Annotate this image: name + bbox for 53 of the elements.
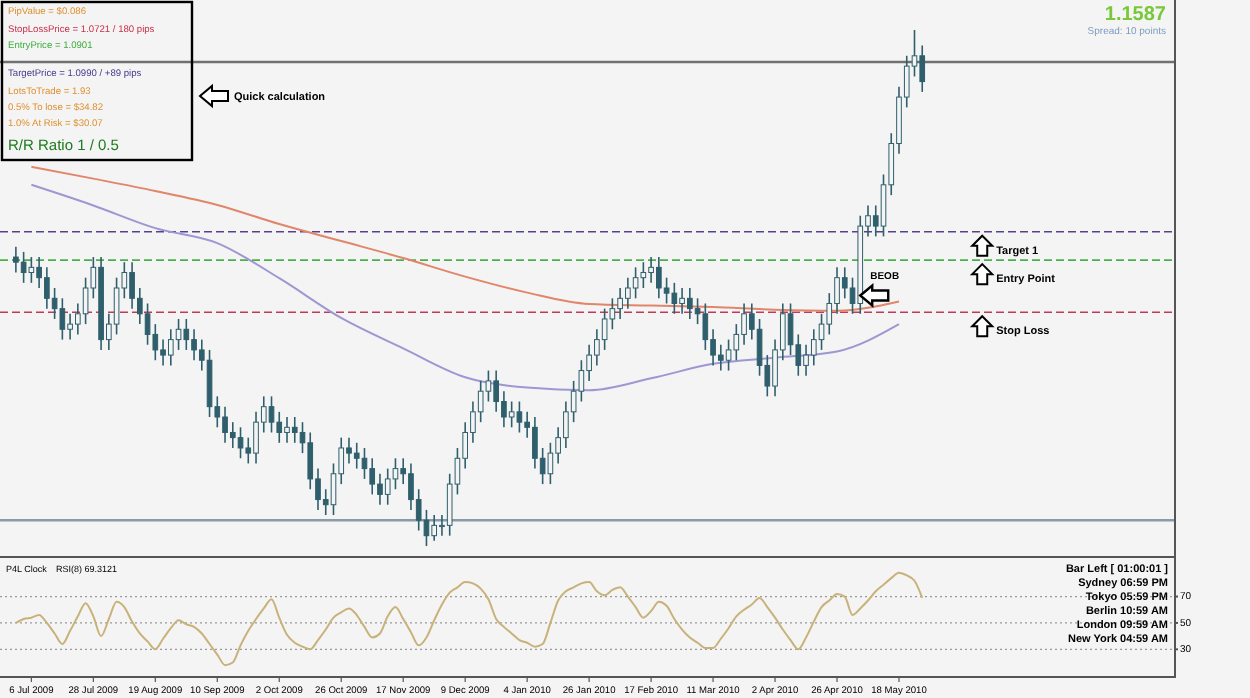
candlestick [508, 400, 515, 429]
candlestick [656, 256, 662, 300]
candlestick [369, 457, 376, 496]
candlestick [13, 245, 19, 274]
candlestick [44, 266, 50, 310]
candlestick [493, 369, 499, 413]
candlestick [113, 276, 120, 336]
candlestick [59, 297, 66, 341]
candlestick [803, 343, 809, 377]
candlestick [718, 343, 724, 372]
candlestick [183, 318, 190, 351]
candlestick [547, 442, 554, 485]
candlestick [67, 313, 73, 341]
candlestick [625, 276, 631, 310]
candlestick [175, 318, 182, 351]
candlestick [671, 282, 678, 315]
candlestick [648, 256, 654, 284]
candlestick [291, 416, 298, 444]
candlestick [276, 411, 283, 444]
candlestick [284, 416, 290, 444]
candlestick [617, 287, 623, 320]
line-series [14, 571, 924, 667]
candlestick [253, 411, 259, 465]
candlestick [377, 472, 383, 506]
candlestick [810, 328, 817, 367]
candlestick [129, 261, 135, 310]
candlestick [640, 261, 647, 289]
candlestick [725, 338, 732, 372]
candlestick [191, 328, 197, 362]
candlestick [268, 395, 275, 434]
candlestick [28, 256, 35, 284]
text: 1.1587 [1104, 4, 1167, 26]
candlestick [919, 44, 926, 93]
candlestick [144, 302, 151, 346]
candlestick [160, 338, 166, 367]
candlestick [222, 405, 228, 444]
candlestick [237, 426, 244, 460]
candlestick [516, 400, 523, 434]
candlestick [229, 421, 236, 449]
candlestick [353, 442, 360, 470]
candlestick [841, 266, 848, 300]
candlestick [601, 307, 608, 351]
candlestick [532, 416, 538, 470]
candlestick [702, 302, 709, 351]
candlestick [167, 328, 174, 367]
candlestick [20, 251, 27, 284]
candlestick [384, 467, 391, 506]
candlestick [361, 447, 368, 480]
candlestick [679, 287, 685, 315]
candlestick [632, 266, 639, 300]
candlestick [431, 514, 438, 542]
candlestick [741, 302, 747, 346]
candlestick [687, 287, 693, 320]
